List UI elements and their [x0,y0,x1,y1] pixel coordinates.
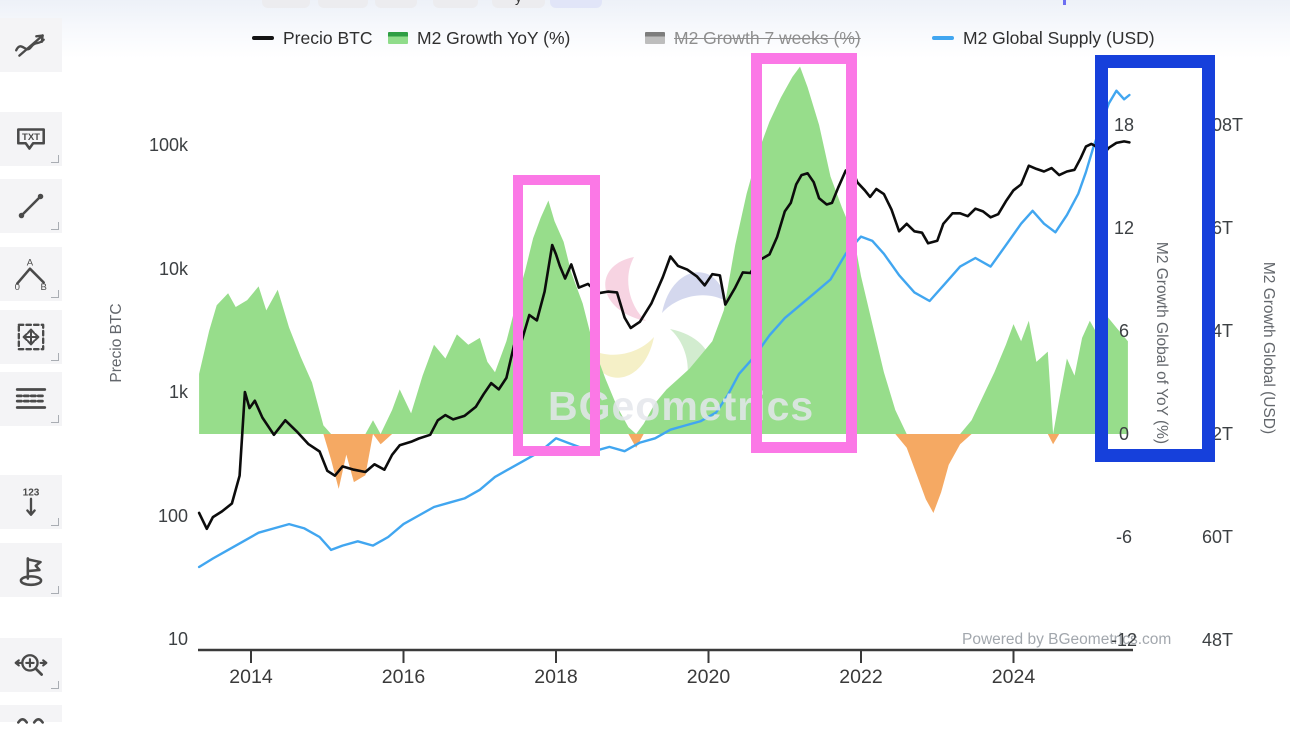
year-axis-tick: 2020 [686,666,731,688]
numbered-arrow-icon: 123 [23,488,40,516]
m2-growth-area-positive [199,66,1128,434]
btc-price-line [197,140,1131,531]
price-m2-chart [197,66,1133,663]
partial-tool-icon [17,718,44,724]
btc-axis-tick: 10k [158,258,188,279]
usd-axis-tick: 48T [1202,629,1234,650]
legend-item[interactable]: Precio BTC [252,28,372,48]
pink-rectangle-2017[interactable] [513,175,600,456]
pct-axis-tick: 18 [1113,114,1135,135]
timeframe-button[interactable] [262,0,310,8]
btc-axis-tick: 100 [157,505,188,526]
svg-text:0: 0 [15,282,20,292]
tool-move-selection-icon[interactable] [0,310,62,364]
timeframe-button[interactable] [550,0,602,8]
resize-corner [51,586,59,594]
m2-global-supply-line [197,89,1131,569]
timeframe-button[interactable] [318,0,368,8]
pink-rectangle-2021[interactable] [751,53,857,453]
segment-icon [18,193,44,219]
top-gradient [0,0,1290,58]
resize-corner [51,353,59,361]
btc-axis-tick: 1k [168,382,188,402]
pct-axis-tick: 12 [1113,217,1135,238]
tool-flag-marker-icon[interactable] [0,543,62,597]
svg-text:123: 123 [23,488,40,499]
year-axis-tick: 2014 [229,666,273,688]
m2-growth-area-negative [199,434,1128,513]
btc-axis-tick: 10 [167,629,188,649]
tool-text-label-icon[interactable]: TXT [0,112,62,166]
powered-by-link[interactable]: Powered by BGeometrics.com [962,631,1172,648]
resize-corner [51,222,59,230]
timeframe-button[interactable] [433,0,478,8]
tool-zoom-pan-icon[interactable] [0,638,62,692]
tool-segment-icon[interactable] [0,179,62,233]
legend-label: M2 Global Supply (USD) [963,27,1155,48]
resize-corner [51,415,59,423]
btc-axis-tick: 100k [148,135,188,155]
pct-axis-tick: -6 [1115,527,1132,547]
legend-label: Precio BTC [283,27,373,48]
year-axis-tick: 2024 [991,666,1036,688]
resize-corner [51,290,59,298]
text-label-icon: TXT [17,128,45,150]
blue-rectangle-2025[interactable] [1095,55,1215,462]
drawing-toolbar: TXT A 0 B 123 [0,0,62,724]
svg-text:TXT: TXT [22,132,40,143]
timeframe-button[interactable]: y [492,0,545,8]
legend-swatch-icon [645,32,665,44]
timeframe-button[interactable] [375,0,417,8]
pct-axis-tick: -12 [1110,630,1137,650]
tool-angle-ab-icon[interactable]: A 0 B [0,247,62,301]
legend-swatch-icon [252,36,274,40]
tool-partial-tool-icon[interactable] [0,705,62,724]
trend-line-icon [15,34,45,57]
resize-corner [51,681,59,689]
legend-item[interactable]: M2 Growth YoY (%) [388,28,570,48]
angle-ab-icon: A 0 B [15,258,47,292]
pct-axis-tick: 0 [1118,424,1129,444]
year-axis-tick: 2016 [381,666,426,688]
year-axis-tick: 2018 [534,666,578,688]
legend-label: M2 Growth 7 weeks (%) [674,27,861,48]
usd-axis-tick: 60T [1202,527,1234,547]
left-axis-title: Precio BTC [108,303,125,383]
resize-corner [51,155,59,163]
legend-item[interactable]: M2 Global Supply (USD) [932,28,1155,48]
svg-text:B: B [41,282,47,292]
zoom-pan-icon [14,654,48,676]
legend-label: M2 Growth YoY (%) [417,27,571,48]
legend-swatch-icon [932,36,954,40]
flag-marker-icon [19,557,43,587]
legend-swatch-icon [388,32,408,44]
year-axis-tick: 2022 [839,666,883,688]
cut-off-element [1063,0,1066,5]
tool-numbered-arrow-icon[interactable]: 123 [0,475,62,529]
grid-rows-icon [15,388,47,409]
tool-grid-rows-icon[interactable] [0,372,62,426]
tool-trend-line-icon[interactable] [0,18,62,72]
legend-item[interactable]: M2 Growth 7 weeks (%) [645,28,861,48]
resize-corner [51,518,59,526]
move-selection-icon [17,323,45,351]
svg-text:A: A [27,258,34,269]
pct-axis-tick: 6 [1118,320,1129,341]
